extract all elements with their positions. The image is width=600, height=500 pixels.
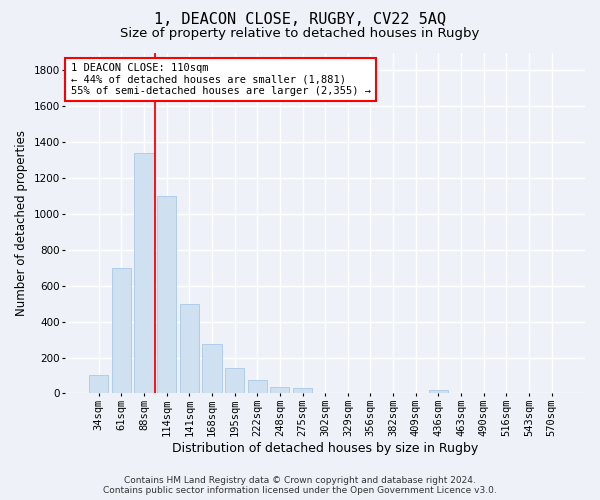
Text: Size of property relative to detached houses in Rugby: Size of property relative to detached ho… xyxy=(121,28,479,40)
Bar xyxy=(270,387,289,394)
Bar xyxy=(112,268,131,394)
Bar xyxy=(202,344,221,394)
Text: 1, DEACON CLOSE, RUGBY, CV22 5AQ: 1, DEACON CLOSE, RUGBY, CV22 5AQ xyxy=(154,12,446,28)
Bar xyxy=(89,376,108,394)
Bar xyxy=(134,153,154,394)
Bar xyxy=(293,388,312,394)
Bar xyxy=(429,390,448,394)
Bar xyxy=(248,380,267,394)
X-axis label: Distribution of detached houses by size in Rugby: Distribution of detached houses by size … xyxy=(172,442,478,455)
Bar xyxy=(179,304,199,394)
Text: 1 DEACON CLOSE: 110sqm
← 44% of detached houses are smaller (1,881)
55% of semi-: 1 DEACON CLOSE: 110sqm ← 44% of detached… xyxy=(71,62,371,96)
Y-axis label: Number of detached properties: Number of detached properties xyxy=(15,130,28,316)
Bar xyxy=(225,368,244,394)
Bar xyxy=(157,196,176,394)
Text: Contains HM Land Registry data © Crown copyright and database right 2024.
Contai: Contains HM Land Registry data © Crown c… xyxy=(103,476,497,495)
